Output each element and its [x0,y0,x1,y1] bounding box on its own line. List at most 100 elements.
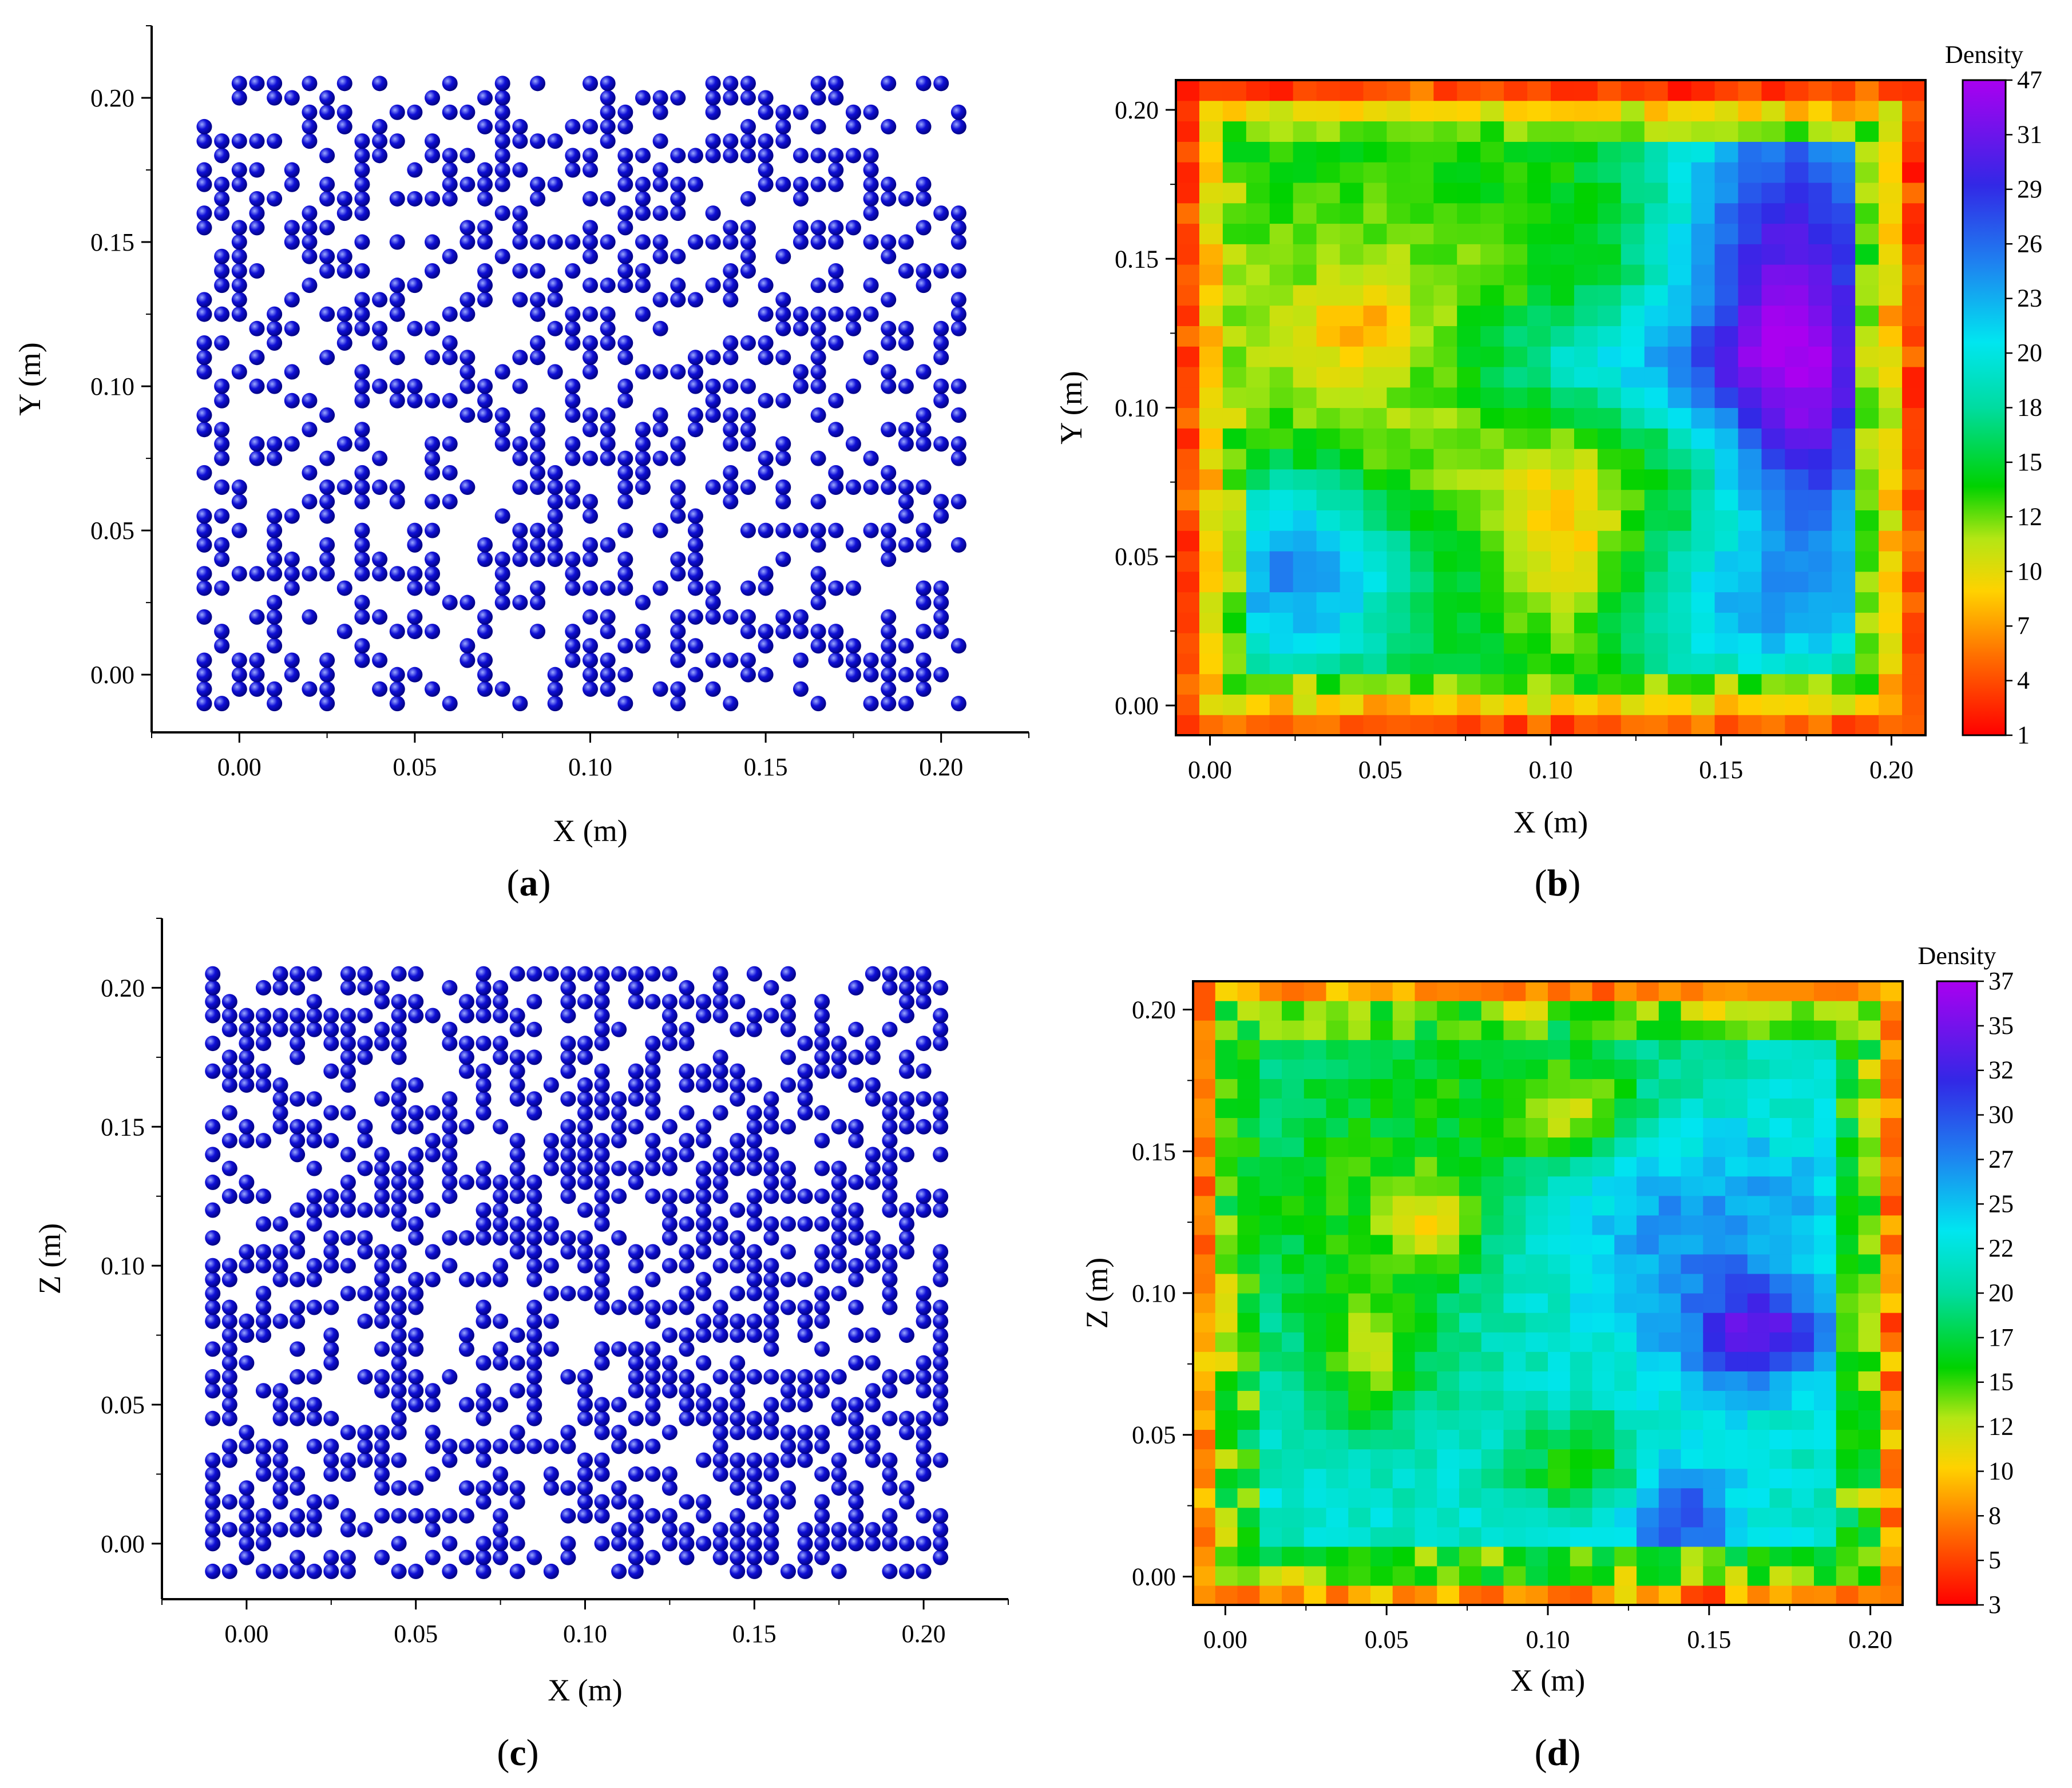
heatmap-cell [1738,366,1762,388]
data-point [831,1202,847,1218]
heatmap-cell [1348,1137,1371,1157]
heatmap-cell [1459,1001,1482,1021]
heatmap-cell [1176,592,1200,613]
data-point [670,508,686,524]
data-point [526,1438,542,1454]
data-point [290,1244,306,1260]
heatmap-cell [1761,182,1785,204]
heatmap-cell [1199,653,1223,675]
data-point [882,1091,898,1107]
data-point [319,652,335,668]
heatmap-cell [1246,305,1270,326]
heatmap-cell [1597,469,1622,490]
heatmap-cell [1574,100,1598,122]
heatmap-cell [1215,1059,1238,1079]
heatmap-cell [1269,264,1294,286]
data-point [249,76,265,92]
heatmap-cell [1681,1468,1703,1489]
data-point [916,1202,932,1218]
heatmap-cell [1459,1156,1482,1177]
data-point [696,1133,712,1149]
heatmap-cell [1293,612,1317,633]
heatmap-cell [1658,1351,1682,1371]
data-point [583,191,598,207]
colorbar-tick-label: 1 [2017,721,2030,749]
data-point [354,436,370,452]
data-point [611,1522,627,1538]
heatmap-cell [1597,715,1622,736]
heatmap-cell [1316,407,1341,429]
data-point [882,1244,898,1260]
heatmap-cell [1459,1234,1482,1255]
heatmap-cell [1503,1546,1526,1567]
heatmap-cell [1457,80,1481,101]
heatmap-cell [1433,80,1457,101]
data-point [863,234,879,250]
heatmap-cell [1246,673,1270,695]
heatmap-cell [1316,550,1341,572]
data-point [255,1133,271,1149]
heatmap-cell [1769,1565,1792,1586]
data-point [898,436,914,452]
heatmap-cell [1570,1234,1593,1255]
heatmap-cell [1667,571,1692,593]
data-point [391,994,407,1010]
heatmap-cell [1785,182,1809,204]
data-point [740,609,756,625]
data-point [617,552,633,568]
heatmap-cell [1504,510,1528,531]
heatmap-cell [1269,715,1294,736]
data-point [679,1536,695,1552]
heatmap-cell [1681,1390,1703,1410]
heatmap-cell [1902,694,1926,715]
heatmap-cell [1246,510,1270,531]
heatmap-cell [1457,141,1481,162]
data-point [740,118,756,134]
heatmap-cell [1703,1001,1726,1021]
data-point [594,1077,610,1093]
data-point [267,436,283,452]
data-point [793,364,809,380]
data-point [442,1438,458,1454]
data-point [214,436,230,452]
data-point [442,1369,458,1385]
heatmap-cell [1457,264,1481,286]
data-point [272,1397,288,1413]
data-point [746,1522,762,1538]
data-point [916,537,932,553]
data-point [239,1036,255,1052]
data-point [916,1286,932,1302]
heatmap-cell [1574,407,1598,429]
heatmap-cell [1326,1098,1349,1119]
data-point [372,652,388,668]
heatmap-cell [1880,1234,1903,1255]
data-point [758,104,774,120]
data-point [196,681,212,697]
data-point [577,1383,593,1399]
heatmap-cell [1621,182,1645,204]
heatmap-cell [1792,1020,1815,1040]
heatmap-cell [1348,1156,1371,1177]
heatmap-cell [1340,633,1364,654]
data-point [319,667,335,683]
data-point [389,566,405,582]
heatmap-cell [1348,1527,1371,1547]
data-point [740,234,756,250]
data-point [407,609,423,625]
heatmap-cell [1814,1176,1837,1196]
heatmap-cell [1621,407,1645,429]
heatmap-cell [1597,653,1622,675]
heatmap-cell [1592,1507,1615,1528]
heatmap-cell [1222,530,1247,552]
data-point [898,537,914,553]
x-tick-label: 0.15 [732,1620,776,1648]
heatmap-cell [1457,469,1481,490]
heatmap-cell [1410,653,1434,675]
heatmap-cell [1597,592,1622,613]
heatmap-cell [1614,1273,1637,1294]
heatmap-cell [1570,1507,1593,1528]
data-point [696,1536,712,1552]
data-point [374,1508,390,1524]
data-point [740,479,756,495]
heatmap-cell [1832,715,1856,736]
